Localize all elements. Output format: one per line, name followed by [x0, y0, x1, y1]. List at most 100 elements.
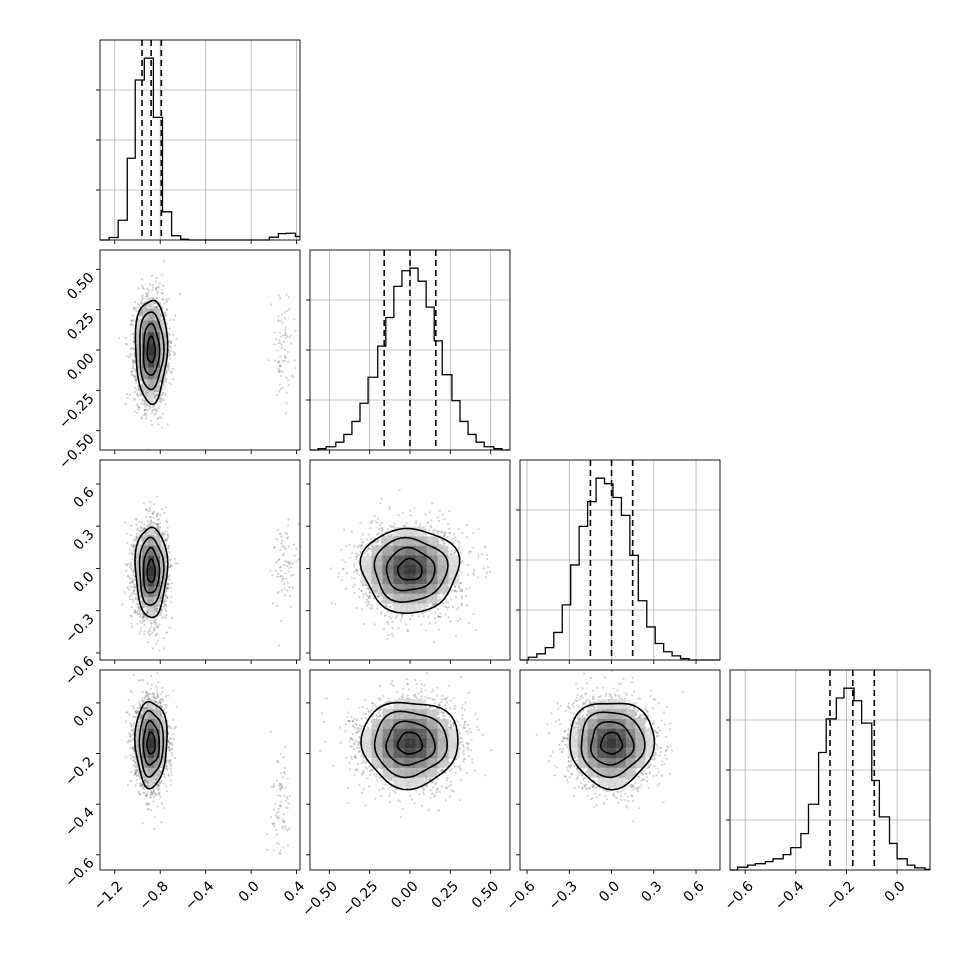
sample-point [131, 363, 135, 366]
sample-point [278, 341, 282, 344]
sample-point [155, 305, 158, 308]
sample-point [147, 289, 151, 292]
sample-point [161, 387, 164, 390]
sample-point [283, 310, 286, 314]
sample-point [132, 569, 135, 572]
sample-point [154, 607, 157, 610]
sample-point [280, 374, 283, 378]
sample-point [126, 542, 129, 545]
sample-point [145, 509, 148, 512]
sample-point [170, 371, 173, 374]
density-cell [136, 355, 143, 368]
sample-point [167, 583, 171, 586]
sample-point [156, 533, 159, 536]
sample-point [283, 356, 287, 359]
panel-content [121, 495, 300, 652]
sample-point [163, 386, 167, 389]
sample-point [278, 331, 282, 334]
sample-point [156, 533, 159, 536]
sample-point [129, 581, 133, 584]
sample-point [160, 288, 164, 291]
sample-point [145, 392, 148, 395]
density-cell [142, 355, 149, 368]
sample-point [167, 362, 170, 365]
sample-point [157, 528, 160, 531]
sample-point [284, 337, 287, 340]
sample-point [285, 293, 288, 296]
sample-point [270, 303, 273, 306]
sample-point [128, 566, 132, 569]
sample-point [164, 609, 168, 613]
sample-point [163, 608, 166, 611]
marginal-panel-1 [306, 249, 511, 454]
sample-point [133, 355, 136, 358]
sample-point [162, 298, 165, 302]
sample-point [166, 587, 170, 590]
density-cell [142, 367, 149, 380]
sample-point [124, 336, 127, 339]
sample-point [151, 289, 154, 292]
sample-point [278, 390, 281, 393]
sample-point [159, 415, 162, 419]
sample-point [170, 595, 173, 598]
sample-point [170, 564, 174, 568]
sample-point [131, 580, 134, 583]
sample-point [275, 349, 279, 352]
sample-point [292, 376, 295, 379]
sample-point [130, 373, 133, 377]
sample-point [145, 403, 148, 407]
sample-point [125, 569, 128, 573]
sample-point [153, 503, 156, 506]
sample-point [277, 371, 281, 374]
sample-point [273, 331, 276, 334]
sample-point [161, 292, 164, 295]
density-cell [148, 344, 155, 356]
joint-panel-0-2 [96, 459, 301, 664]
sample-point [158, 623, 161, 627]
sample-point [166, 534, 170, 537]
sample-point [153, 628, 156, 631]
sample-point [164, 506, 167, 509]
sample-point [145, 394, 148, 397]
sample-point [167, 546, 170, 549]
sample-point [133, 610, 136, 613]
sample-point [138, 632, 141, 635]
sample-point [161, 412, 164, 415]
sample-point [151, 284, 154, 287]
sample-point [162, 605, 165, 608]
sample-point [131, 543, 135, 546]
sample-point [287, 296, 290, 299]
sample-point [121, 603, 124, 606]
sample-point [128, 588, 131, 591]
sample-point [132, 347, 135, 350]
sample-point [166, 582, 169, 585]
sample-point [138, 304, 141, 307]
sample-point [140, 310, 143, 313]
sample-point [128, 356, 131, 359]
sample-point [145, 292, 148, 295]
sample-point [154, 305, 157, 308]
sample-point [158, 525, 162, 529]
sample-point [132, 553, 135, 556]
sample-point [128, 393, 131, 396]
sample-point [278, 339, 281, 342]
sample-point [145, 292, 148, 296]
sample-point [156, 527, 159, 530]
sample-point [134, 610, 137, 614]
sample-point [285, 402, 288, 405]
sample-point [130, 371, 133, 374]
sample-point [129, 323, 132, 326]
sample-point [155, 495, 158, 498]
sample-point [170, 581, 173, 585]
sample-point [134, 597, 137, 600]
sample-point [280, 313, 284, 316]
sample-point [135, 611, 139, 614]
sample-point [131, 581, 134, 584]
sample-point [145, 515, 148, 518]
sample-point [146, 409, 149, 412]
histogram-steps [730, 687, 930, 871]
sample-point [151, 631, 154, 634]
sample-point [281, 334, 285, 337]
sample-point [130, 593, 133, 596]
sample-point [145, 508, 148, 511]
